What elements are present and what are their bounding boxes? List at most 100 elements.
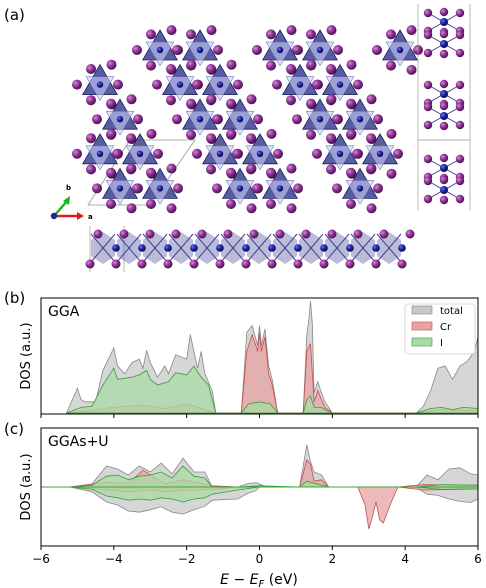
i-atom <box>246 163 257 174</box>
x-tick-label: 6 <box>474 552 482 566</box>
i-atom <box>86 64 96 74</box>
i-atom <box>186 129 196 140</box>
i-atom <box>286 203 297 214</box>
a-axis-arrowhead <box>77 212 84 220</box>
octahedron-face <box>265 180 295 205</box>
i-atom <box>113 79 123 90</box>
bottom-bond <box>116 233 142 263</box>
xlabel: E − EF (eV) <box>220 572 298 588</box>
legend-swatch-cr <box>411 321 433 331</box>
i-atom <box>206 25 217 36</box>
cr-atom <box>236 185 244 192</box>
cr-atom <box>336 81 344 88</box>
i-atom <box>312 148 322 159</box>
crystal-top-view <box>72 25 423 214</box>
cr-atom <box>276 185 284 192</box>
cr-atom <box>440 18 448 26</box>
i-atom <box>455 154 465 164</box>
bottom-bond <box>298 233 324 263</box>
i-atom <box>286 25 297 36</box>
i-atom <box>163 259 173 269</box>
panel-a: (a) b a <box>4 4 471 272</box>
i-atom <box>312 79 322 90</box>
i-atom <box>423 120 433 130</box>
i-atom <box>439 79 449 89</box>
i-atom <box>92 183 102 194</box>
i-atom <box>226 128 237 139</box>
i-atom <box>189 259 199 269</box>
i-atom <box>439 195 449 205</box>
octahedron-face <box>245 145 275 171</box>
i-atom <box>306 129 316 140</box>
i-atom <box>439 29 449 39</box>
bottom-bond <box>376 233 402 263</box>
i-atom <box>266 128 277 139</box>
i-atom <box>306 29 316 40</box>
i-atom <box>111 259 121 269</box>
cr-atom <box>396 46 404 54</box>
cr-atom <box>320 244 328 252</box>
i-atom <box>132 45 142 55</box>
octahedron-face <box>325 76 355 102</box>
i-atom <box>252 45 262 55</box>
i-atom <box>166 203 177 214</box>
i-atom <box>423 48 433 58</box>
i-atom <box>249 229 259 239</box>
cr-atom <box>294 244 302 252</box>
i-atom <box>126 163 137 174</box>
octahedron-face <box>85 76 115 102</box>
i-atom <box>152 79 162 90</box>
bottom-bond <box>246 233 272 263</box>
cr-atom <box>316 116 324 123</box>
i-atom <box>306 98 316 109</box>
series-group-c <box>41 444 478 530</box>
i-atom <box>332 114 342 125</box>
i-atom <box>212 183 222 194</box>
panel-a-tag: (a) <box>4 6 25 24</box>
bottom-bond <box>220 233 246 263</box>
i-atom <box>397 259 407 269</box>
b-axis-arrowhead <box>63 196 70 205</box>
legend-swatch-i <box>411 337 433 347</box>
bottom-octahedron <box>91 232 115 264</box>
cr-atom <box>176 81 184 88</box>
cr-atom <box>236 116 244 123</box>
octahedron-face <box>325 145 355 171</box>
i-atom <box>405 229 415 239</box>
i-atom <box>455 8 465 18</box>
ylabel-b: DOS (a.u.) <box>19 322 34 389</box>
i-atom <box>423 80 433 90</box>
i-atom <box>172 114 182 125</box>
i-atom <box>132 183 142 194</box>
i-atom <box>346 199 356 209</box>
i-atom <box>146 128 157 139</box>
i-atom <box>266 199 276 209</box>
i-atom <box>146 199 156 209</box>
i-atom <box>266 167 276 178</box>
legend: total Cr I <box>404 303 476 355</box>
i-atom <box>145 229 155 239</box>
bottom-bond <box>194 233 220 263</box>
octahedron-face <box>85 145 115 171</box>
i-atom <box>326 94 337 105</box>
octahedron-face <box>365 145 395 171</box>
i-atom <box>386 168 397 179</box>
octahedron-face <box>285 76 315 102</box>
i-atom <box>319 259 329 269</box>
i-atom <box>86 95 96 106</box>
i-atom <box>106 59 117 70</box>
bottom-octahedron <box>377 232 401 264</box>
i-atom <box>173 183 183 194</box>
i-atom <box>293 183 303 194</box>
cr-atom <box>156 46 164 54</box>
cr-atom <box>356 116 364 123</box>
i-atom <box>206 94 217 105</box>
bottom-octahedron <box>169 232 193 264</box>
i-atom <box>423 176 433 186</box>
octahedron-face <box>185 110 215 136</box>
i-atom <box>455 102 465 112</box>
i-atom <box>72 148 82 159</box>
i-atom <box>286 95 296 106</box>
cr-atom <box>196 116 204 123</box>
